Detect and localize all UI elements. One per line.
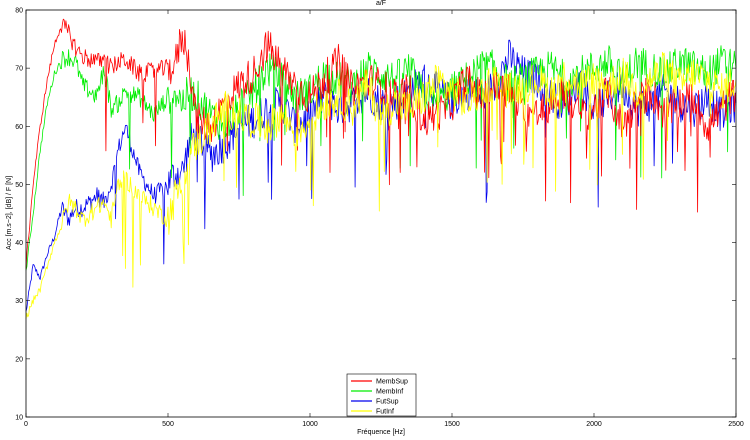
series-line-membsup xyxy=(25,18,737,269)
x-axis: 0 500 1000 1500 2000 2500 xyxy=(24,10,744,428)
y-axis: 10 20 30 40 50 60 70 80 xyxy=(15,8,736,422)
series-line-futinf xyxy=(25,51,737,319)
x-tick-label: 2500 xyxy=(728,421,744,428)
y-tick-label: 10 xyxy=(15,415,23,422)
y-tick-label: 70 xyxy=(15,66,23,73)
y-tick-label: 50 xyxy=(15,182,23,189)
y-axis-label: Acc [m.s−2], [dB] / F [N] xyxy=(6,176,13,250)
y-tick-label: 20 xyxy=(15,356,23,363)
x-tick-label: 0 xyxy=(24,421,28,428)
legend-label: FutSup xyxy=(376,399,399,406)
x-axis-label: Fréquence [Hz] xyxy=(357,429,405,436)
y-tick-label: 80 xyxy=(15,8,23,15)
x-tick-label: 1000 xyxy=(302,421,318,428)
legend-label: FutInf xyxy=(376,409,394,416)
x-tick-label: 500 xyxy=(162,421,174,428)
y-tick-label: 30 xyxy=(15,298,23,305)
y-tick-label: 60 xyxy=(15,124,23,131)
chart-title: a/F xyxy=(376,0,386,7)
x-tick-label: 1500 xyxy=(444,421,460,428)
y-tick-label: 40 xyxy=(15,240,23,247)
legend: MembSup MembInf FutSup FutInf xyxy=(346,373,417,417)
series-layer xyxy=(25,18,737,319)
series-line-membinf xyxy=(25,45,737,271)
plot-frame xyxy=(25,9,737,418)
x-tick-label: 2000 xyxy=(586,421,602,428)
legend-label: MembSup xyxy=(376,379,408,386)
series-line-futsup xyxy=(25,39,737,312)
legend-label: MembInf xyxy=(376,389,403,396)
legend-items: MembSup MembInf FutSup FutInf xyxy=(351,379,408,416)
